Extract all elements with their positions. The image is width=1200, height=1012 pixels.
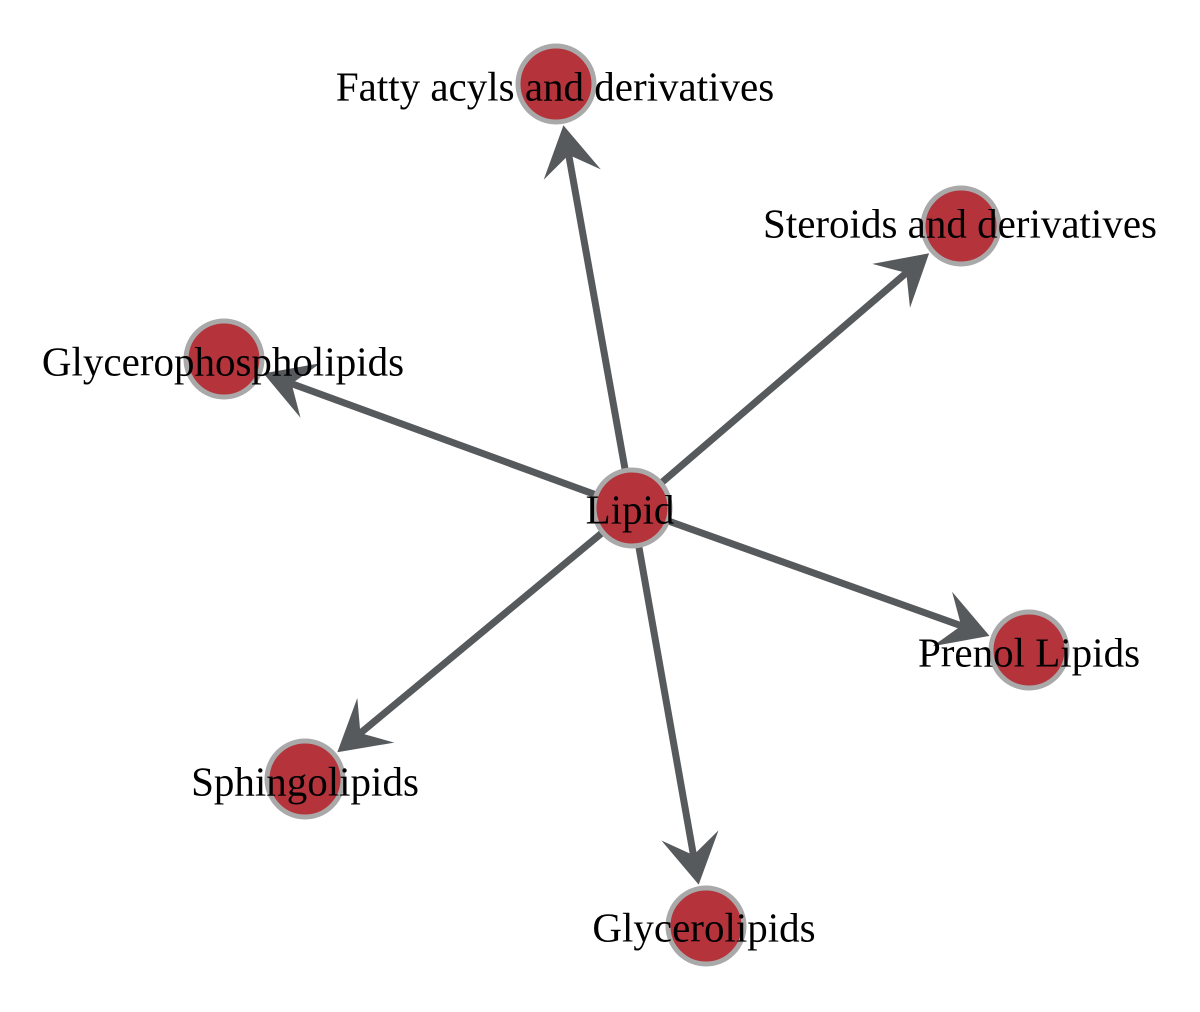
node-fatty-acyls[interactable] (515, 43, 597, 125)
node-steroids[interactable] (920, 185, 1002, 267)
edge-line (630, 504, 965, 630)
edge-lipid-to-steroids (629, 253, 930, 511)
edge-lipid-to-fatty-acyls (543, 125, 636, 509)
labels-layer: Lipid Fatty acyls and derivatives Steroids… (42, 63, 1157, 950)
node-glycerophospholipids[interactable] (183, 318, 265, 400)
node-lipid[interactable] (591, 467, 673, 549)
edge-line (629, 268, 911, 511)
edge-lipid-to-sphingolipids (337, 505, 635, 753)
edge-line (288, 379, 634, 512)
node-label-sphingolipids: Sphingolipids (191, 758, 419, 804)
edge-line (564, 152, 636, 509)
arrowhead (872, 253, 930, 308)
edges-layer (263, 125, 990, 885)
node-label-lipid: Lipid (586, 486, 675, 532)
node-sphingolipids[interactable] (264, 738, 346, 820)
nodes-layer (183, 43, 1070, 967)
node-label-glycerophospholipids: Glycerophospholipids (42, 338, 404, 384)
arrowhead (263, 363, 321, 418)
edge-lipid-to-glycerolipids (628, 507, 719, 885)
node-label-steroids: Steroids and derivatives (763, 200, 1157, 246)
edge-line (628, 507, 698, 858)
arrowhead (932, 591, 990, 647)
node-label-fatty-acyls: Fatty acyls and derivatives (336, 63, 774, 109)
arrowhead (543, 125, 601, 180)
node-prenol-lipids[interactable] (988, 609, 1070, 691)
edge-line (356, 505, 635, 738)
node-glycerolipids[interactable] (665, 885, 747, 967)
node-label-glycerolipids: Glycerolipids (592, 904, 815, 950)
arrowhead (337, 698, 395, 753)
node-label-prenol-lipids: Prenol Lipids (918, 629, 1140, 675)
edge-lipid-to-prenol-lipids (630, 504, 990, 647)
edge-lipid-to-glycerophospholipids (263, 363, 634, 512)
arrowhead (661, 830, 719, 885)
